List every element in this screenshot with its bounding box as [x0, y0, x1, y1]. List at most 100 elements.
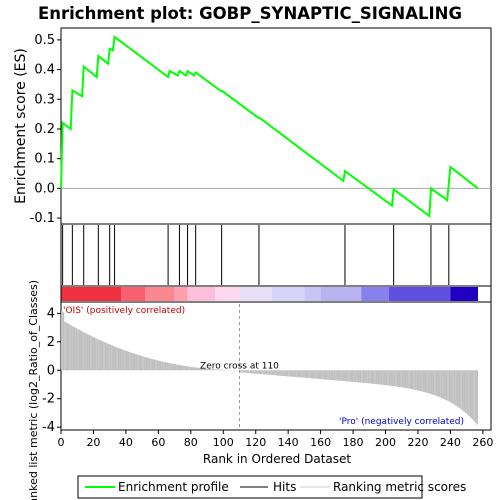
- metric-bar: [297, 370, 300, 378]
- metric-bar: [111, 345, 113, 371]
- metric-bar: [293, 370, 295, 377]
- es-ytick-label: 0.5: [34, 33, 55, 48]
- metric-bar: [333, 370, 336, 381]
- metric-bar: [331, 370, 334, 381]
- metric-bar: [147, 357, 149, 371]
- metric-bar: [359, 370, 362, 383]
- metric-bar: [143, 356, 146, 371]
- es-ytick-label: 0.2: [34, 122, 55, 137]
- metric-bar: [366, 370, 368, 384]
- metric-bar: [198, 367, 201, 371]
- metric-bar: [328, 370, 331, 380]
- metric-bar: [88, 335, 91, 371]
- x-tick-label: 220: [407, 436, 428, 449]
- metric-bar: [302, 370, 305, 378]
- metric-bar: [320, 370, 323, 380]
- metric-bar: [116, 347, 118, 371]
- metric-bar: [330, 370, 332, 381]
- colorbar-segment: [187, 287, 216, 301]
- metric-bar: [421, 370, 423, 392]
- metric-bar: [346, 370, 349, 382]
- metric-bar: [252, 370, 255, 374]
- metric-bar: [130, 352, 133, 371]
- metric-bar: [450, 370, 453, 403]
- metric-bar: [427, 370, 430, 394]
- metric-bar: [466, 370, 469, 415]
- metric-bar: [291, 370, 294, 377]
- metric-bar: [220, 369, 222, 371]
- hits-panel-frame: [60, 223, 492, 287]
- metric-bar: [432, 370, 435, 395]
- metric-bar: [356, 370, 358, 383]
- metric-bar: [375, 370, 378, 385]
- x-tick-label: 60: [151, 436, 165, 449]
- metric-bar: [442, 370, 444, 399]
- metric-bar: [177, 364, 180, 371]
- colorbar-segment: [320, 287, 362, 301]
- metric-bar: [135, 354, 138, 371]
- metric-bar: [353, 370, 355, 382]
- metric-bar: [357, 370, 360, 383]
- metric-bar: [117, 347, 120, 371]
- metric-bar: [132, 353, 135, 371]
- metric-bar: [267, 370, 269, 375]
- es-ytick-label: 0.0: [34, 181, 55, 196]
- metric-bar: [458, 370, 461, 408]
- metric-bar: [419, 370, 422, 392]
- metric-bar: [159, 361, 162, 371]
- metric-bar: [336, 370, 339, 381]
- metric-bar: [93, 337, 96, 371]
- metric-bar: [351, 370, 354, 382]
- metric-bar: [370, 370, 373, 384]
- metric-bar: [213, 369, 216, 371]
- metric-bar: [99, 340, 102, 371]
- es-ylabel: Enrichment score (ES): [13, 48, 29, 204]
- es-panel-frame: [60, 27, 492, 225]
- metric-bar: [341, 370, 344, 381]
- metric-bar: [405, 370, 407, 389]
- legend-ranking-metric: Ranking metric scores: [333, 480, 466, 494]
- colorbar-segment: [121, 287, 146, 301]
- metric-bar: [124, 350, 126, 371]
- metric-bar: [262, 370, 264, 375]
- metric-bar: [151, 359, 154, 371]
- metric-bar: [349, 370, 352, 382]
- metric-bar: [155, 359, 157, 371]
- metric-bar: [306, 370, 308, 378]
- zero-cross-label: Zero cross at 110: [200, 361, 279, 371]
- metric-bar: [288, 370, 290, 377]
- metric-bar: [426, 370, 428, 393]
- metric-bar: [125, 351, 128, 371]
- metric-bar: [91, 336, 94, 371]
- metric-bar: [257, 370, 259, 374]
- metric-bar: [439, 370, 441, 398]
- metric-bar: [203, 368, 206, 371]
- metric-bar: [72, 326, 74, 371]
- metric-bar: [140, 355, 143, 371]
- metric-bar: [408, 370, 410, 389]
- metric-bar: [129, 352, 131, 371]
- metric-bar: [278, 370, 281, 376]
- metric-bar: [395, 370, 397, 387]
- metric-bar: [187, 366, 190, 371]
- metric-bar: [338, 370, 341, 381]
- metric-bar: [424, 370, 427, 393]
- metric-bar: [314, 370, 316, 379]
- x-tick-label: 200: [375, 436, 396, 449]
- metric-bar: [169, 363, 172, 371]
- metric-bar: [161, 361, 164, 371]
- metric-bar: [455, 370, 457, 406]
- metric-bar: [263, 370, 266, 375]
- metric-bar: [434, 370, 436, 396]
- metric-bar: [98, 339, 100, 371]
- metric-bar: [145, 357, 147, 371]
- metric-bar: [396, 370, 399, 387]
- metric-bar: [344, 370, 347, 382]
- metric-bar: [393, 370, 396, 387]
- colorbar-segment: [388, 287, 451, 301]
- metric-bar: [137, 354, 139, 371]
- metric-bar: [163, 361, 165, 371]
- metric-bar: [348, 370, 350, 382]
- metric-bar: [380, 370, 383, 385]
